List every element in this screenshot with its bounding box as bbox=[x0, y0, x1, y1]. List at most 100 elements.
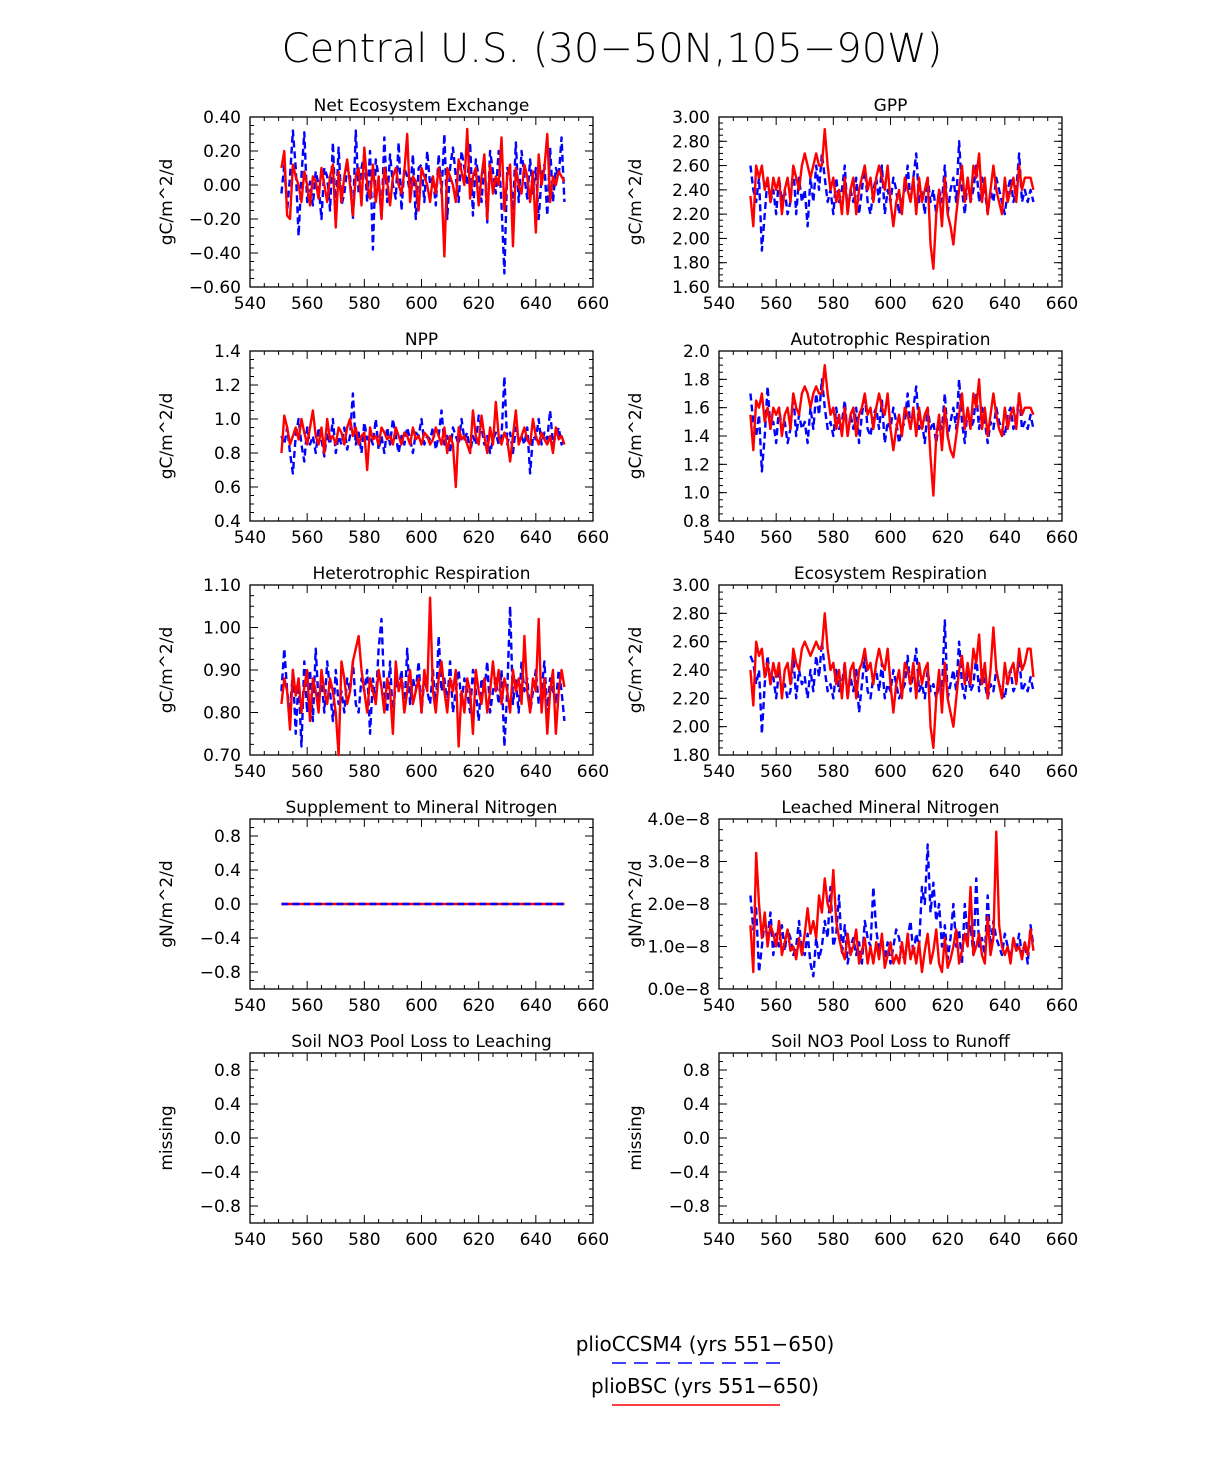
y-tick-label: 2.0 bbox=[683, 342, 710, 362]
chart-ecosystem-respiration: Ecosystem Respiration gC/m^2/d 540 560 580 60… bbox=[626, 564, 1078, 782]
y-tick-label: 0.8 bbox=[214, 1061, 241, 1081]
y-tick-label: 0.0 bbox=[683, 1129, 710, 1149]
y-axis-label: gC/m^2/d bbox=[626, 159, 646, 246]
x-tick-label: 560 bbox=[760, 1230, 792, 1250]
x-tick-label: 600 bbox=[874, 762, 906, 782]
y-tick-label: 0.0e−8 bbox=[647, 980, 710, 1000]
y-tick-label: 0.4 bbox=[214, 861, 241, 881]
legend-label-pliobsc: plioBSC (yrs 551−650) bbox=[591, 1374, 819, 1398]
x-tick-label: 600 bbox=[405, 294, 437, 314]
chart-heterotrophic-respiration: Heterotrophic Respiration gC/m^2/d 540 560 5… bbox=[157, 564, 609, 782]
y-tick-label: 2.00 bbox=[672, 718, 710, 738]
y-tick-label: −0.20 bbox=[189, 210, 241, 230]
plot-frame bbox=[249, 1052, 594, 1224]
x-tick-label: 620 bbox=[462, 528, 494, 548]
y-tick-label: 2.20 bbox=[672, 205, 710, 225]
y-tick-label: 0.00 bbox=[203, 176, 241, 196]
x-tick-label: 540 bbox=[234, 528, 266, 548]
series-line-pliobsc bbox=[280, 596, 566, 757]
y-tick-label: 2.0e−8 bbox=[647, 895, 710, 915]
y-tick-label: 4.0e−8 bbox=[647, 810, 710, 830]
x-tick-label: 560 bbox=[291, 996, 323, 1016]
y-tick-label: 0.6 bbox=[214, 478, 241, 498]
x-tick-label: 540 bbox=[703, 294, 735, 314]
y-tick-label: 1.60 bbox=[672, 278, 710, 298]
series-line-pliobsc bbox=[280, 127, 566, 258]
y-tick-label: 1.80 bbox=[672, 746, 710, 766]
panel-grid: Net Ecosystem Exchange gC/m^2/d 540 560 580 6… bbox=[157, 96, 1078, 1250]
y-axis-label: gC/m^2/d bbox=[626, 393, 646, 480]
chart-soil-no3-pool-loss-to-leaching: Soil NO3 Pool Loss to Leaching missing 540… bbox=[157, 1032, 609, 1250]
chart-autotrophic-respiration: Autotrophic Respiration gC/m^2/d 540 560 580… bbox=[626, 330, 1078, 548]
x-tick-label: 560 bbox=[760, 762, 792, 782]
x-tick-label: 600 bbox=[405, 762, 437, 782]
x-tick-label: 560 bbox=[760, 996, 792, 1016]
y-axis-label: gN/m^2/d bbox=[626, 860, 646, 947]
x-tick-label: 560 bbox=[291, 762, 323, 782]
x-tick-label: 540 bbox=[234, 294, 266, 314]
y-tick-label: −0.4 bbox=[669, 1163, 710, 1183]
y-tick-label: −0.8 bbox=[200, 1197, 241, 1217]
y-tick-label: 1.4 bbox=[214, 342, 241, 362]
y-tick-label: 2.40 bbox=[672, 661, 710, 681]
x-tick-label: 580 bbox=[348, 996, 380, 1016]
x-tick-label: 580 bbox=[817, 996, 849, 1016]
x-tick-label: 640 bbox=[520, 762, 552, 782]
panel-title: Ecosystem Respiration bbox=[794, 564, 987, 584]
y-tick-label: 1.0 bbox=[214, 410, 241, 430]
x-tick-label: 660 bbox=[577, 996, 609, 1016]
y-tick-label: −0.8 bbox=[200, 963, 241, 983]
chart-gpp: GPP gC/m^2/d 540 560 580 600 620 640 660 1.60 1.80… bbox=[626, 96, 1078, 314]
series-line-pliobsc bbox=[749, 612, 1035, 750]
y-axis-label: missing bbox=[626, 1105, 646, 1170]
x-tick-label: 660 bbox=[1046, 528, 1078, 548]
panel-title: GPP bbox=[874, 96, 908, 116]
x-tick-label: 640 bbox=[989, 762, 1021, 782]
y-tick-label: 2.20 bbox=[672, 689, 710, 709]
x-tick-label: 640 bbox=[520, 1230, 552, 1250]
y-tick-label: 0.0 bbox=[214, 1129, 241, 1149]
y-axis-label: gN/m^2/d bbox=[157, 860, 177, 947]
x-tick-label: 540 bbox=[234, 1230, 266, 1250]
x-tick-label: 620 bbox=[931, 762, 963, 782]
x-tick-label: 660 bbox=[1046, 294, 1078, 314]
x-tick-label: 600 bbox=[874, 294, 906, 314]
y-tick-label: 0.8 bbox=[683, 1061, 710, 1081]
chart-leached-mineral-nitrogen: Leached Mineral Nitrogen gN/m^2/d 540 560 58… bbox=[626, 798, 1078, 1016]
y-tick-label: 1.2 bbox=[683, 455, 710, 475]
panel-title: Heterotrophic Respiration bbox=[313, 564, 531, 584]
x-tick-label: 560 bbox=[760, 294, 792, 314]
x-tick-label: 600 bbox=[405, 996, 437, 1016]
legend-label-pliocsm4: plioCCSM4 (yrs 551−650) bbox=[576, 1332, 835, 1356]
x-tick-label: 600 bbox=[405, 1230, 437, 1250]
legend: plioCCSM4 (yrs 551−650) plioBSC (yrs 551… bbox=[576, 1332, 835, 1406]
x-tick-label: 660 bbox=[577, 528, 609, 548]
y-tick-label: 0.20 bbox=[203, 142, 241, 162]
x-tick-label: 540 bbox=[703, 996, 735, 1016]
x-tick-label: 560 bbox=[291, 294, 323, 314]
series-line-plioccsm4 bbox=[280, 375, 566, 475]
series-line-pliobsc bbox=[749, 127, 1035, 270]
chart-supplement-to-mineral-nitrogen: Supplement to Mineral Nitrogen gN/m^2/d 54… bbox=[157, 798, 609, 1016]
chart-net-ecosystem-exchange: Net Ecosystem Exchange gC/m^2/d 540 560 580 6… bbox=[157, 96, 609, 314]
x-tick-label: 540 bbox=[703, 1230, 735, 1250]
y-tick-label: −0.4 bbox=[200, 929, 241, 949]
y-tick-label: 2.80 bbox=[672, 604, 710, 624]
y-tick-label: 2.60 bbox=[672, 157, 710, 177]
y-tick-label: 3.00 bbox=[672, 108, 710, 128]
x-tick-label: 640 bbox=[989, 528, 1021, 548]
x-tick-label: 560 bbox=[291, 1230, 323, 1250]
panel-title: Net Ecosystem Exchange bbox=[314, 96, 530, 116]
chart-soil-no3-pool-loss-to-runoff: Soil NO3 Pool Loss to Runoff missing 540 56… bbox=[626, 1032, 1078, 1250]
y-tick-label: 0.70 bbox=[203, 746, 241, 766]
x-tick-label: 620 bbox=[462, 294, 494, 314]
y-tick-label: 0.8 bbox=[214, 827, 241, 847]
x-tick-label: 580 bbox=[817, 294, 849, 314]
y-tick-label: 1.8 bbox=[683, 370, 710, 390]
plot-frame bbox=[718, 1052, 1063, 1224]
x-tick-label: 600 bbox=[405, 528, 437, 548]
panel-title: NPP bbox=[405, 330, 438, 350]
x-tick-label: 580 bbox=[348, 528, 380, 548]
y-tick-label: 0.8 bbox=[214, 444, 241, 464]
y-tick-label: 1.0 bbox=[683, 484, 710, 504]
